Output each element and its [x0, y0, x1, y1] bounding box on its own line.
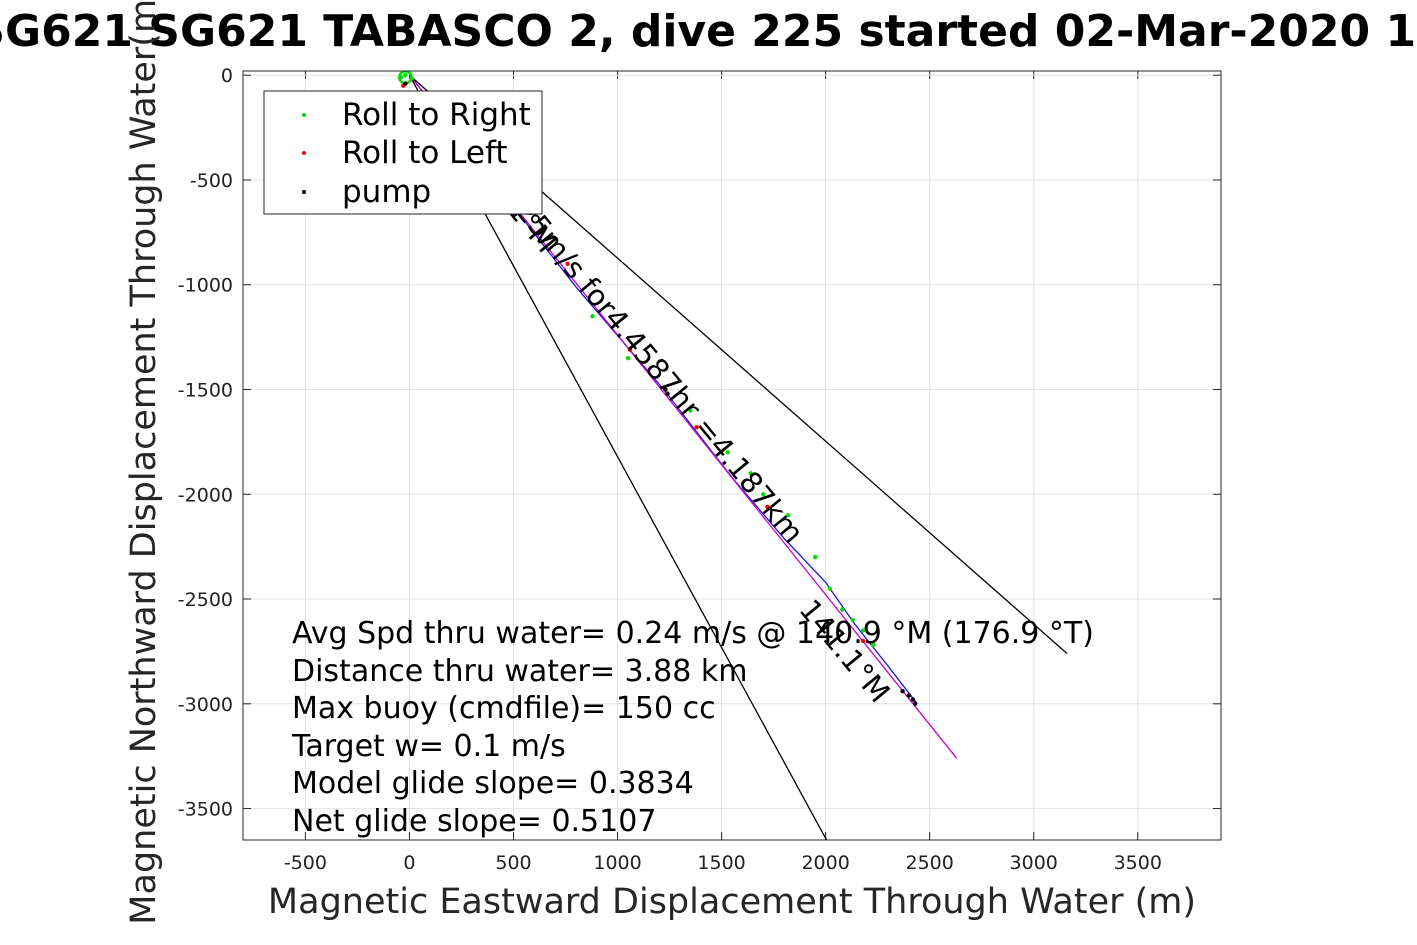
- point-roll-to-right: [785, 513, 791, 518]
- legend-marker-roll-right: [302, 113, 306, 117]
- x-tick-label: 0: [403, 852, 415, 874]
- y-tick-label: 0: [221, 65, 233, 87]
- info-block: Avg Spd thru water= 0.24 m/s @ 140.9 °M …: [291, 616, 1094, 839]
- point-roll-to-left: [860, 638, 866, 644]
- point-roll-to-right: [590, 313, 595, 319]
- y-tick-label: -1000: [178, 275, 233, 297]
- info-avg-speed: Avg Spd thru water= 0.24 m/s @ 140.9 °M …: [292, 616, 1094, 651]
- point-roll-to-right: [725, 450, 731, 455]
- point-pump: [663, 387, 668, 392]
- y-tick-label: -2000: [178, 484, 233, 506]
- y-tick-label: -2500: [178, 589, 233, 611]
- x-tick-label: 1000: [593, 852, 641, 874]
- point-pump: [906, 693, 912, 698]
- info-net-glide: Net glide slope= 0.5107: [292, 804, 656, 839]
- point-roll-to-right: [409, 76, 414, 81]
- point-pump: [403, 81, 408, 86]
- point-roll-to-right: [871, 642, 876, 648]
- info-max-buoy: Max buoy (cmdfile)= 150 cc: [292, 691, 716, 726]
- chart-title: SG621 SG621 TABASCO 2, dive 225 started …: [0, 6, 1417, 57]
- point-pump: [900, 689, 905, 694]
- point-pump: [910, 697, 916, 702]
- x-tick-labels: -500 0 500 1000 1500 2000 2500 3000 3500: [284, 852, 1162, 874]
- legend-label-roll-right: Roll to Right: [342, 97, 531, 133]
- point-roll-to-right: [398, 75, 404, 80]
- y-tick-label: -500: [190, 170, 233, 192]
- x-tick-label: 3500: [1114, 852, 1162, 874]
- legend-label-roll-left: Roll to Left: [342, 135, 508, 171]
- point-roll-to-left: [694, 425, 699, 430]
- y-tick-labels: 0 -500 -1000 -1500 -2000 -2500 -3000 -3500: [178, 65, 233, 820]
- y-tick-label: -3000: [178, 694, 233, 716]
- point-roll-to-right: [688, 408, 693, 413]
- legend: Roll to Right Roll to Left pump: [263, 90, 543, 215]
- point-roll-to-right: [761, 492, 766, 497]
- legend-marker-pump: [302, 190, 306, 194]
- point-roll-to-left: [565, 261, 570, 266]
- x-tick-label: 500: [495, 852, 531, 874]
- point-roll-to-left: [765, 504, 770, 510]
- x-tick-label: 2500: [906, 852, 954, 874]
- info-target-w: Target w= 0.1 m/s: [291, 729, 566, 764]
- point-roll-to-right: [625, 355, 631, 361]
- x-tick-label: -500: [284, 852, 327, 874]
- point-roll-to-right: [748, 471, 753, 476]
- point-pump: [665, 391, 670, 396]
- x-tick-label: 2000: [801, 852, 849, 874]
- x-tick-label: 1500: [697, 852, 745, 874]
- point-roll-to-left: [627, 347, 633, 352]
- legend-label-pump: pump: [342, 174, 431, 210]
- point-roll-to-right: [827, 586, 832, 591]
- point-roll-to-right: [860, 628, 866, 633]
- marker-points: [398, 72, 918, 707]
- legend-marker-roll-left: [302, 151, 306, 155]
- x-tick-label: 3000: [1010, 852, 1058, 874]
- plot-frame: [242, 70, 1222, 841]
- legend-box: [263, 90, 543, 215]
- y-tick-label: -3500: [178, 799, 233, 821]
- point-roll-to-right: [850, 617, 855, 623]
- x-axis-label: Magnetic Eastward Displacement Through W…: [268, 882, 1196, 922]
- info-model-glide: Model glide slope= 0.3834: [292, 766, 694, 801]
- info-distance: Distance thru water= 3.88 km: [292, 654, 747, 689]
- point-roll-to-right: [840, 607, 845, 612]
- point-roll-to-right: [403, 72, 408, 78]
- y-axis-label: Magnetic Northward Displacement Through …: [124, 0, 164, 925]
- point-pump: [912, 701, 918, 707]
- y-tick-label: -1500: [178, 379, 233, 401]
- point-roll-to-right: [813, 554, 818, 560]
